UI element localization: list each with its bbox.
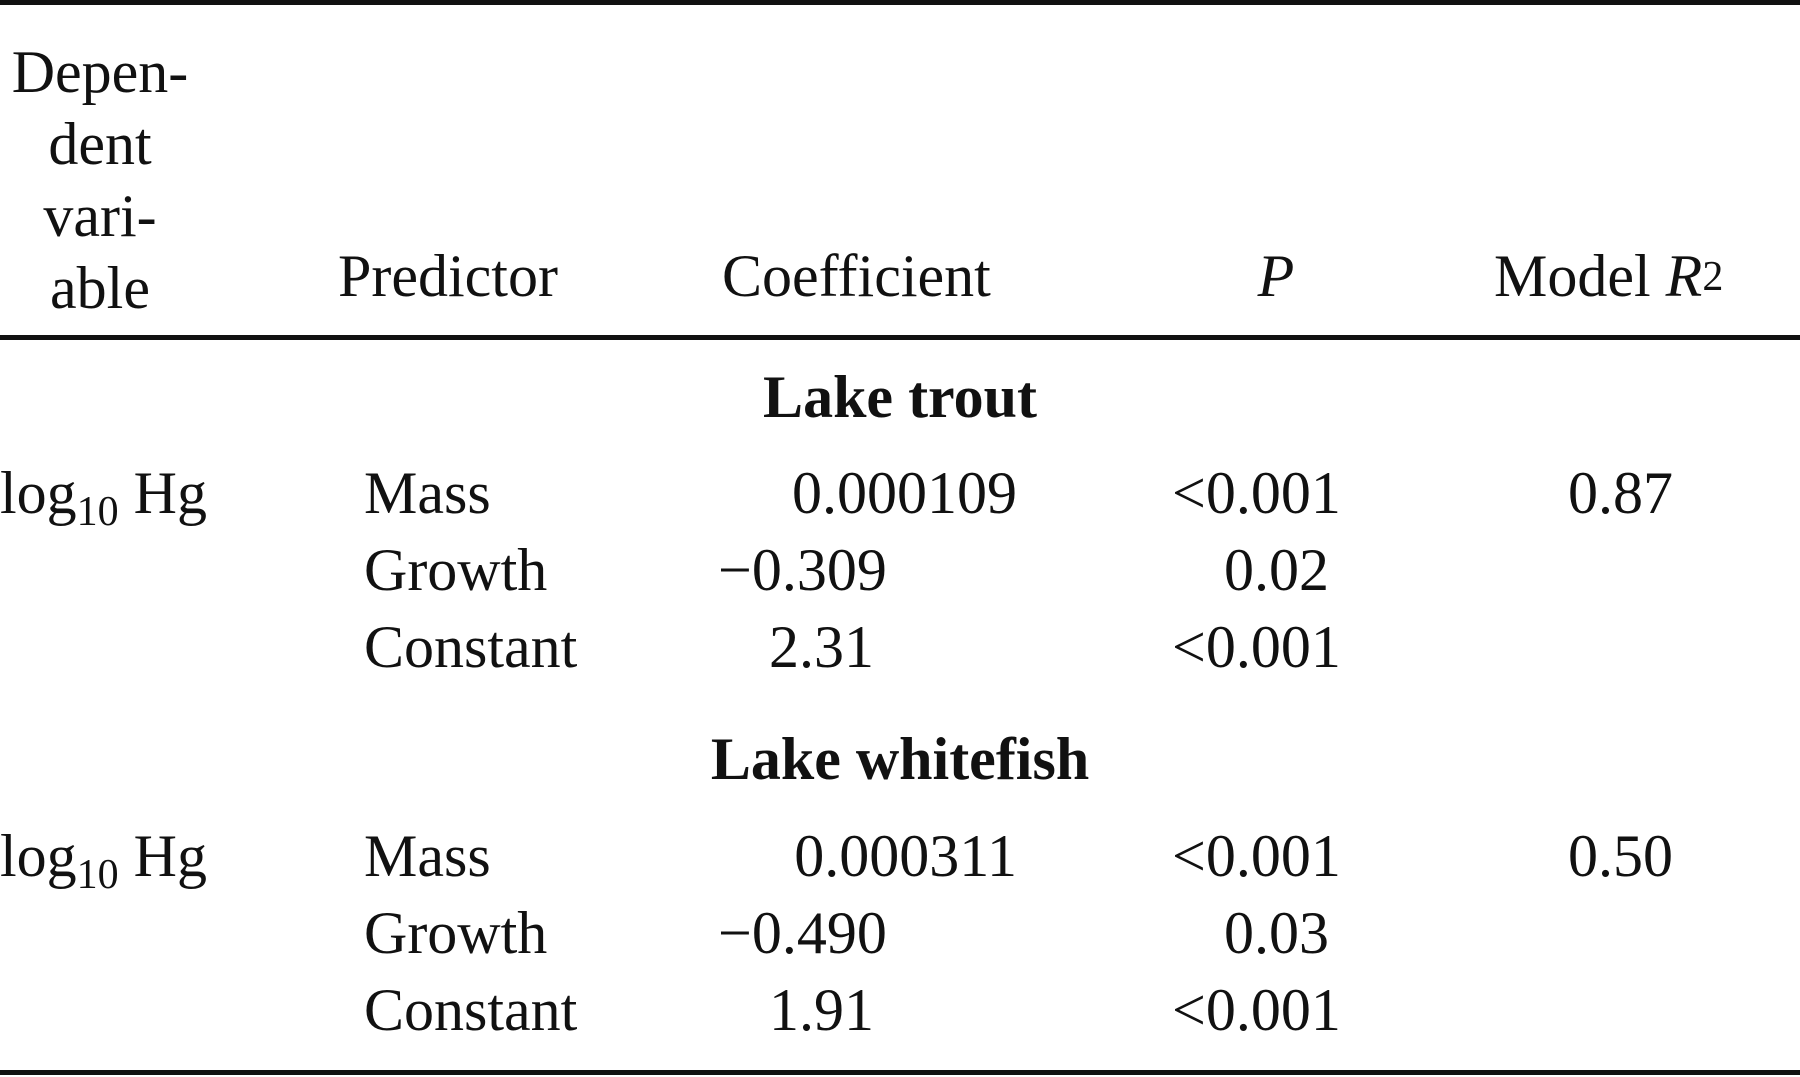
hg-text: Hg [118, 823, 208, 889]
header-dependent-variable: Depen- dent vari- able [0, 36, 200, 324]
model-r2-cell: 0.87 [1568, 460, 1673, 526]
log-text: log [0, 823, 77, 889]
header-rule [0, 335, 1800, 340]
predictor-cell: Constant [364, 977, 578, 1043]
coefficient-cell: 2.31 [769, 614, 874, 680]
coefficient-cell: 1.91 [769, 977, 874, 1043]
predictor-cell: Mass [364, 460, 491, 526]
log-subscript: 10 [76, 852, 119, 898]
section-title: Lake whitefish [710, 726, 1090, 792]
predictor-cell: Growth [364, 900, 548, 966]
dependent-variable: log10 Hg [0, 823, 208, 896]
log-subscript: 10 [76, 489, 119, 535]
header-model-label: Model [1494, 243, 1666, 309]
coefficient-cell: 0.000311 [794, 823, 1017, 889]
p-cell: <0.001 [1172, 460, 1341, 526]
header-dependent-line: dent [48, 111, 152, 177]
header-coefficient: Coefficient [722, 243, 991, 309]
predictor-cell: Growth [364, 537, 548, 603]
header-predictor: Predictor [338, 243, 558, 309]
predictor-cell: Mass [364, 823, 491, 889]
p-cell: 0.03 [1224, 900, 1329, 966]
header-dependent-line: vari- [43, 183, 157, 249]
dependent-variable: log10 Hg [0, 460, 208, 533]
log-text: log [0, 460, 77, 526]
coefficient-cell: −0.490 [718, 900, 887, 966]
header-model-r2: Model R2 [1494, 246, 1723, 306]
header-p: P [1257, 243, 1295, 309]
p-cell: <0.001 [1172, 823, 1341, 889]
section-title: Lake trout [763, 364, 1037, 430]
header-r-superscript: 2 [1702, 254, 1724, 300]
model-r2-cell: 0.50 [1568, 823, 1673, 889]
p-cell: 0.02 [1224, 537, 1329, 603]
bottom-rule [0, 1070, 1800, 1075]
p-cell: <0.001 [1172, 614, 1341, 680]
header-dependent-line: Depen- [11, 39, 189, 105]
coefficient-cell: −0.309 [718, 537, 887, 603]
header-r-symbol: R [1665, 243, 1703, 309]
p-cell: <0.001 [1172, 977, 1341, 1043]
predictor-cell: Constant [364, 614, 578, 680]
hg-text: Hg [118, 460, 208, 526]
top-rule [0, 0, 1800, 5]
coefficient-cell: 0.000109 [792, 460, 1017, 526]
header-dependent-line: able [50, 255, 150, 321]
